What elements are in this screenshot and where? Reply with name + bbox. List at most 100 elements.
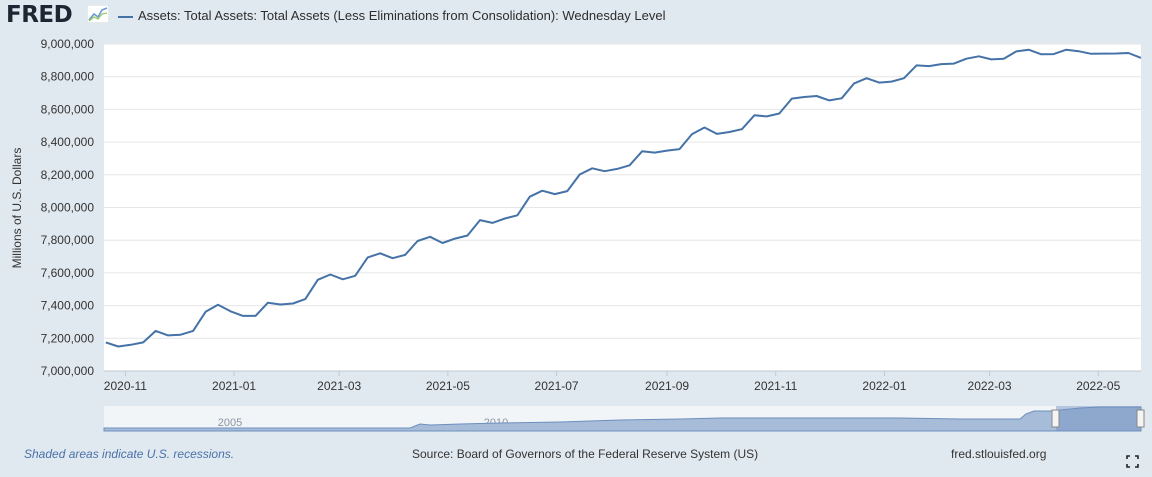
data-point[interactable]	[526, 193, 534, 201]
data-point[interactable]	[1050, 50, 1058, 58]
data-point[interactable]	[152, 327, 160, 335]
data-point[interactable]	[875, 79, 883, 87]
data-point[interactable]	[177, 331, 185, 339]
navigator-handle-right[interactable]	[1136, 409, 1145, 428]
data-point[interactable]	[775, 110, 783, 118]
data-point[interactable]	[189, 327, 197, 335]
data-point[interactable]	[114, 343, 122, 351]
fred-logo[interactable]: FRED	[6, 2, 73, 28]
data-point[interactable]	[538, 187, 546, 195]
data-point[interactable]	[626, 161, 634, 169]
data-point[interactable]	[202, 308, 210, 316]
data-point[interactable]	[326, 271, 334, 279]
data-point[interactable]	[576, 171, 584, 179]
x-tick-label: 2021-07	[535, 379, 579, 393]
data-point[interactable]	[713, 130, 721, 138]
data-point[interactable]	[102, 338, 110, 346]
data-point[interactable]	[401, 251, 409, 259]
data-point[interactable]	[725, 128, 733, 136]
data-point[interactable]	[239, 312, 247, 320]
data-point[interactable]	[227, 307, 235, 315]
data-point[interactable]	[937, 60, 945, 68]
data-point[interactable]	[763, 112, 771, 120]
data-point[interactable]	[962, 55, 970, 63]
data-point[interactable]	[750, 111, 758, 119]
data-point[interactable]	[501, 215, 509, 223]
legend-series-label[interactable]: Assets: Total Assets: Total Assets (Less…	[138, 8, 666, 23]
data-point[interactable]	[464, 232, 472, 240]
data-point[interactable]	[389, 254, 397, 262]
data-point[interactable]	[414, 237, 422, 245]
data-point[interactable]	[601, 167, 609, 175]
data-point[interactable]	[127, 341, 135, 349]
navigator-selection[interactable]	[1056, 406, 1141, 431]
data-point[interactable]	[1075, 47, 1083, 55]
data-point[interactable]	[813, 92, 821, 100]
data-point[interactable]	[1012, 47, 1020, 55]
data-point[interactable]	[214, 301, 222, 309]
data-point[interactable]	[314, 276, 322, 284]
data-point[interactable]	[651, 149, 659, 157]
data-point[interactable]	[252, 312, 260, 320]
data-point[interactable]	[276, 301, 284, 309]
x-tick-label: 2021-03	[317, 379, 361, 393]
site-link[interactable]: fred.stlouisfed.org	[951, 447, 1047, 461]
fullscreen-icon[interactable]	[1126, 455, 1139, 468]
data-point[interactable]	[1087, 50, 1095, 58]
data-point[interactable]	[676, 145, 684, 153]
data-point[interactable]	[913, 61, 921, 69]
data-point[interactable]	[1062, 46, 1070, 54]
data-point[interactable]	[551, 190, 559, 198]
data-point[interactable]	[800, 93, 808, 101]
x-tick-label: 2022-05	[1076, 379, 1120, 393]
data-point[interactable]	[563, 187, 571, 195]
x-tick-label: 2021-01	[212, 379, 256, 393]
data-point[interactable]	[139, 338, 147, 346]
data-point[interactable]	[1100, 50, 1108, 58]
data-point[interactable]	[975, 52, 983, 60]
data-point[interactable]	[688, 130, 696, 138]
data-point[interactable]	[301, 295, 309, 303]
data-point[interactable]	[838, 94, 846, 102]
data-point[interactable]	[339, 275, 347, 283]
data-point[interactable]	[638, 147, 646, 155]
y-tick-label: 7,400,000	[41, 299, 95, 313]
data-point[interactable]	[850, 79, 858, 87]
data-point[interactable]	[1125, 49, 1133, 57]
data-point[interactable]	[788, 95, 796, 103]
data-point[interactable]	[351, 272, 359, 280]
data-point[interactable]	[1037, 50, 1045, 58]
data-point[interactable]	[588, 164, 596, 172]
data-point[interactable]	[376, 249, 384, 257]
data-point[interactable]	[900, 74, 908, 82]
data-point[interactable]	[1137, 54, 1145, 62]
data-point[interactable]	[663, 147, 671, 155]
series-line[interactable]	[105, 48, 1142, 348]
data-point[interactable]	[1000, 55, 1008, 63]
data-point[interactable]	[488, 219, 496, 227]
navigator-handle-left[interactable]	[1051, 409, 1060, 428]
data-point[interactable]	[738, 125, 746, 133]
navigator[interactable]: 2005201020152020	[103, 406, 1145, 432]
data-point[interactable]	[613, 165, 621, 173]
data-point[interactable]	[264, 299, 272, 307]
data-point[interactable]	[439, 239, 447, 247]
data-point[interactable]	[925, 62, 933, 70]
x-tick-label: 2020-11	[104, 379, 147, 393]
data-point[interactable]	[426, 233, 434, 241]
data-point[interactable]	[476, 216, 484, 224]
data-point[interactable]	[164, 331, 172, 339]
x-tick-labels: 2020-11 2021-01 2021-03 2021-05 2021-07 2021-…	[104, 371, 1121, 393]
data-point[interactable]	[289, 300, 297, 308]
data-point[interactable]	[825, 96, 833, 104]
data-point[interactable]	[451, 235, 459, 243]
data-point[interactable]	[701, 124, 709, 132]
data-point[interactable]	[1025, 46, 1033, 54]
data-point[interactable]	[888, 78, 896, 86]
data-point[interactable]	[987, 55, 995, 63]
data-point[interactable]	[1112, 50, 1120, 58]
data-point[interactable]	[950, 60, 958, 68]
data-point[interactable]	[364, 253, 372, 261]
data-point[interactable]	[863, 74, 871, 82]
data-point[interactable]	[513, 211, 521, 219]
